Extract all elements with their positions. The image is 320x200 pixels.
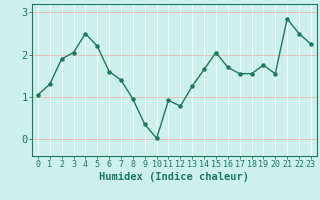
X-axis label: Humidex (Indice chaleur): Humidex (Indice chaleur) (100, 172, 249, 182)
